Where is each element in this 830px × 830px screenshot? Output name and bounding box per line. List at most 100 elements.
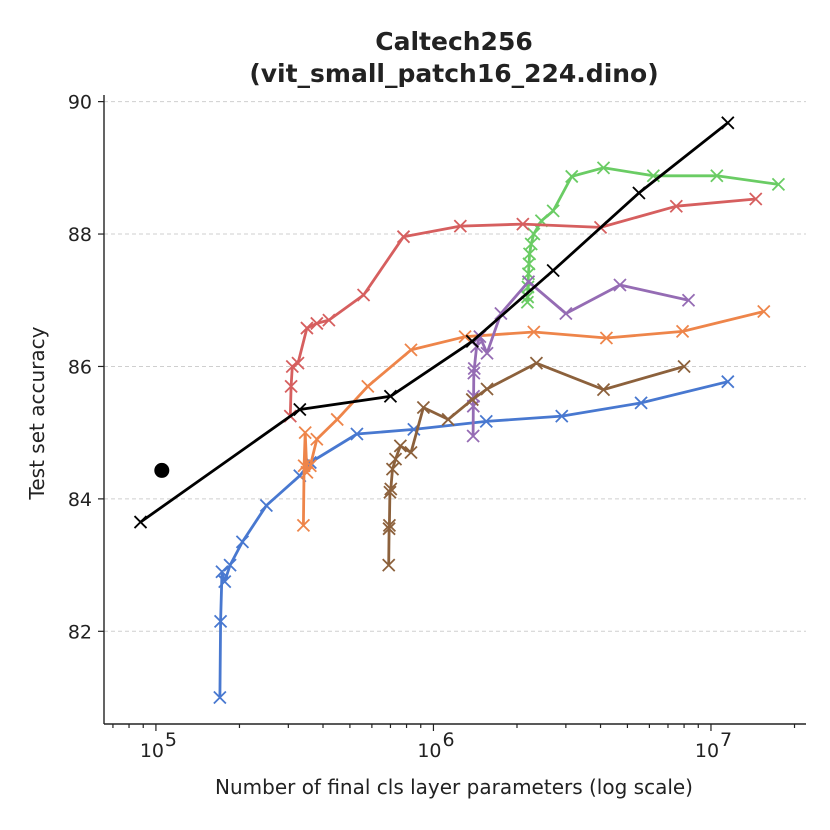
data-point-red [291, 356, 305, 370]
data-point-green [521, 290, 535, 304]
x-axis-label: Number of final cls layer parameters (lo… [215, 775, 693, 799]
series-purple [466, 275, 696, 443]
data-point-orange [527, 325, 541, 339]
series-red [283, 192, 763, 423]
data-point-brown [596, 383, 611, 397]
series-brown [382, 356, 691, 572]
data-point-orange [330, 412, 344, 427]
data-point-orange [599, 331, 614, 345]
data-point-blue [634, 396, 648, 410]
data-point-purple [613, 278, 627, 292]
data-point-orange [303, 459, 317, 473]
data-point-orange [296, 518, 311, 533]
data-point-purple [467, 366, 481, 380]
chart-title-line-1: Caltech256 [375, 27, 533, 56]
series-line-brown [387, 361, 685, 566]
series-lines [133, 116, 786, 705]
data-point-purple [681, 293, 696, 307]
data-point-red [453, 219, 467, 233]
data-point-purple [466, 429, 480, 443]
data-point-orange [458, 330, 472, 344]
data-point-red [322, 313, 336, 327]
data-point-purple [467, 361, 481, 376]
data-point-blue [350, 427, 364, 441]
data-point-brown [382, 518, 397, 533]
data-point-blue [215, 565, 229, 579]
x-tick-exponent: 5 [165, 729, 177, 751]
data-point-orange [675, 324, 690, 339]
data-point-brown [384, 482, 398, 496]
data-point-green [771, 177, 786, 192]
data-point-brown [382, 522, 396, 536]
y-gridlines [104, 101, 806, 632]
data-point-purple [480, 346, 494, 360]
data-point-orange [300, 465, 314, 480]
data-point-black [383, 389, 398, 403]
data-point-orange [361, 379, 375, 393]
data-point-red [669, 199, 683, 213]
data-point-orange [310, 432, 324, 446]
data-point-orange [298, 426, 312, 440]
x-tick-exponent: 7 [720, 729, 732, 751]
data-point-brown [393, 439, 408, 453]
x-tick-label: 10 [695, 740, 719, 762]
data-point-orange [297, 459, 311, 473]
x-tick-label: 10 [140, 740, 164, 762]
data-point-brown [677, 359, 691, 374]
data-point-brown [388, 452, 403, 466]
data-point-blue [223, 558, 237, 572]
data-point-green [546, 204, 560, 218]
series-green [520, 161, 786, 309]
y-tick-label: 86 [68, 356, 92, 378]
data-point-blue [218, 575, 232, 589]
data-point-brown [480, 382, 494, 396]
y-tick-label: 88 [68, 224, 92, 246]
y-tick-label: 90 [68, 92, 92, 114]
reference-point [154, 462, 170, 478]
data-point-blue [479, 414, 493, 429]
data-point-green [596, 161, 611, 175]
series-line-green [526, 166, 779, 303]
series-black [133, 116, 735, 529]
data-point-brown [441, 412, 455, 427]
data-point-blue [721, 375, 735, 389]
data-point-black [133, 515, 148, 529]
data-point-brown [382, 558, 396, 572]
data-point-orange [404, 343, 418, 357]
data-point-green [710, 169, 724, 183]
data-point-red [516, 217, 530, 231]
y-tick-label: 82 [68, 621, 92, 643]
data-point-green [522, 257, 536, 271]
data-point-purple [559, 306, 573, 321]
chart-title-line-2: (vit_small_patch16_224.dino) [249, 59, 658, 88]
data-point-purple [494, 306, 508, 321]
data-point-blue [259, 498, 273, 513]
x-tick-label: 10 [417, 740, 441, 762]
series-blue [213, 375, 735, 705]
data-point-purple [521, 275, 536, 289]
data-point-red [396, 230, 411, 244]
data-point-red [300, 321, 314, 335]
data-point-red [749, 192, 763, 206]
data-point-black [293, 402, 307, 417]
data-point-red [284, 379, 298, 393]
data-point-black [632, 186, 646, 200]
x-tick-exponent: 6 [442, 729, 454, 751]
data-point-orange [757, 304, 771, 319]
data-point-brown [465, 392, 479, 407]
data-point-red [356, 288, 371, 302]
data-point-brown [416, 400, 431, 415]
data-point-blue [555, 409, 569, 423]
data-point-black [546, 263, 560, 278]
y-tick-label: 84 [68, 489, 92, 511]
data-point-brown [404, 445, 418, 460]
data-point-green [524, 237, 538, 251]
data-point-brown [529, 356, 544, 370]
data-point-black [721, 116, 735, 130]
data-point-green [565, 169, 579, 184]
data-point-brown [383, 485, 397, 499]
data-point-black [465, 334, 479, 348]
series-line-black [139, 121, 729, 524]
